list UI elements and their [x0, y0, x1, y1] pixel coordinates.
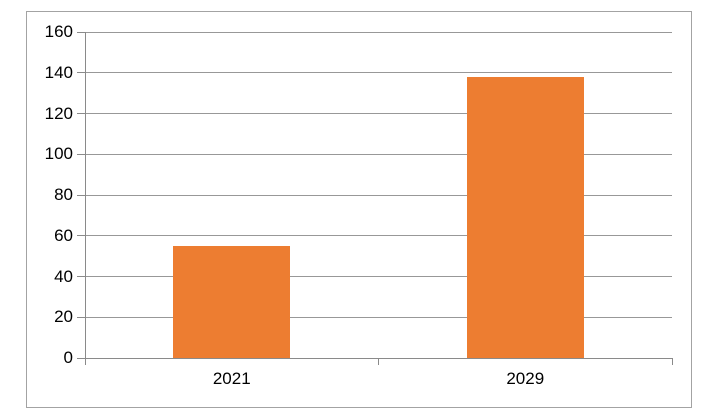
y-axis-tick-label: 60 [54, 225, 73, 245]
gridline [85, 72, 672, 74]
gridline [85, 31, 672, 33]
y-axis-tick [77, 276, 86, 278]
bar-2021 [173, 245, 291, 358]
x-axis-category-label: 2021 [212, 369, 251, 388]
x-axis-tick [84, 358, 86, 365]
gridline [85, 153, 672, 155]
y-axis-tick-label: 0 [63, 348, 73, 367]
y-axis-tick [77, 357, 86, 359]
y-axis-tick-label: 40 [54, 266, 73, 286]
x-axis-tick [378, 358, 380, 365]
y-axis-tick [77, 113, 86, 115]
y-axis-tick-label: 160 [44, 22, 73, 41]
y-axis-tick [77, 153, 86, 155]
y-axis-tick [77, 316, 86, 318]
gridline [85, 113, 672, 115]
y-axis-tick-label: 140 [44, 62, 73, 82]
y-axis-tick-label: 120 [44, 103, 73, 123]
y-axis-tick [77, 235, 86, 237]
gridline [85, 235, 672, 237]
y-axis-tick [77, 72, 86, 74]
gridline [85, 194, 672, 196]
y-axis-tick-label: 80 [54, 185, 73, 204]
chart-frame [26, 11, 692, 408]
y-axis-tick [77, 31, 86, 33]
y-axis-tick-label: 20 [54, 307, 73, 327]
gridline [85, 316, 672, 318]
bar-2029 [466, 76, 584, 358]
y-axis-tick [77, 194, 86, 196]
x-axis-category-label: 2029 [506, 369, 545, 388]
gridline [85, 276, 672, 278]
y-axis-tick-label: 100 [44, 144, 73, 164]
x-axis-tick [671, 358, 673, 365]
